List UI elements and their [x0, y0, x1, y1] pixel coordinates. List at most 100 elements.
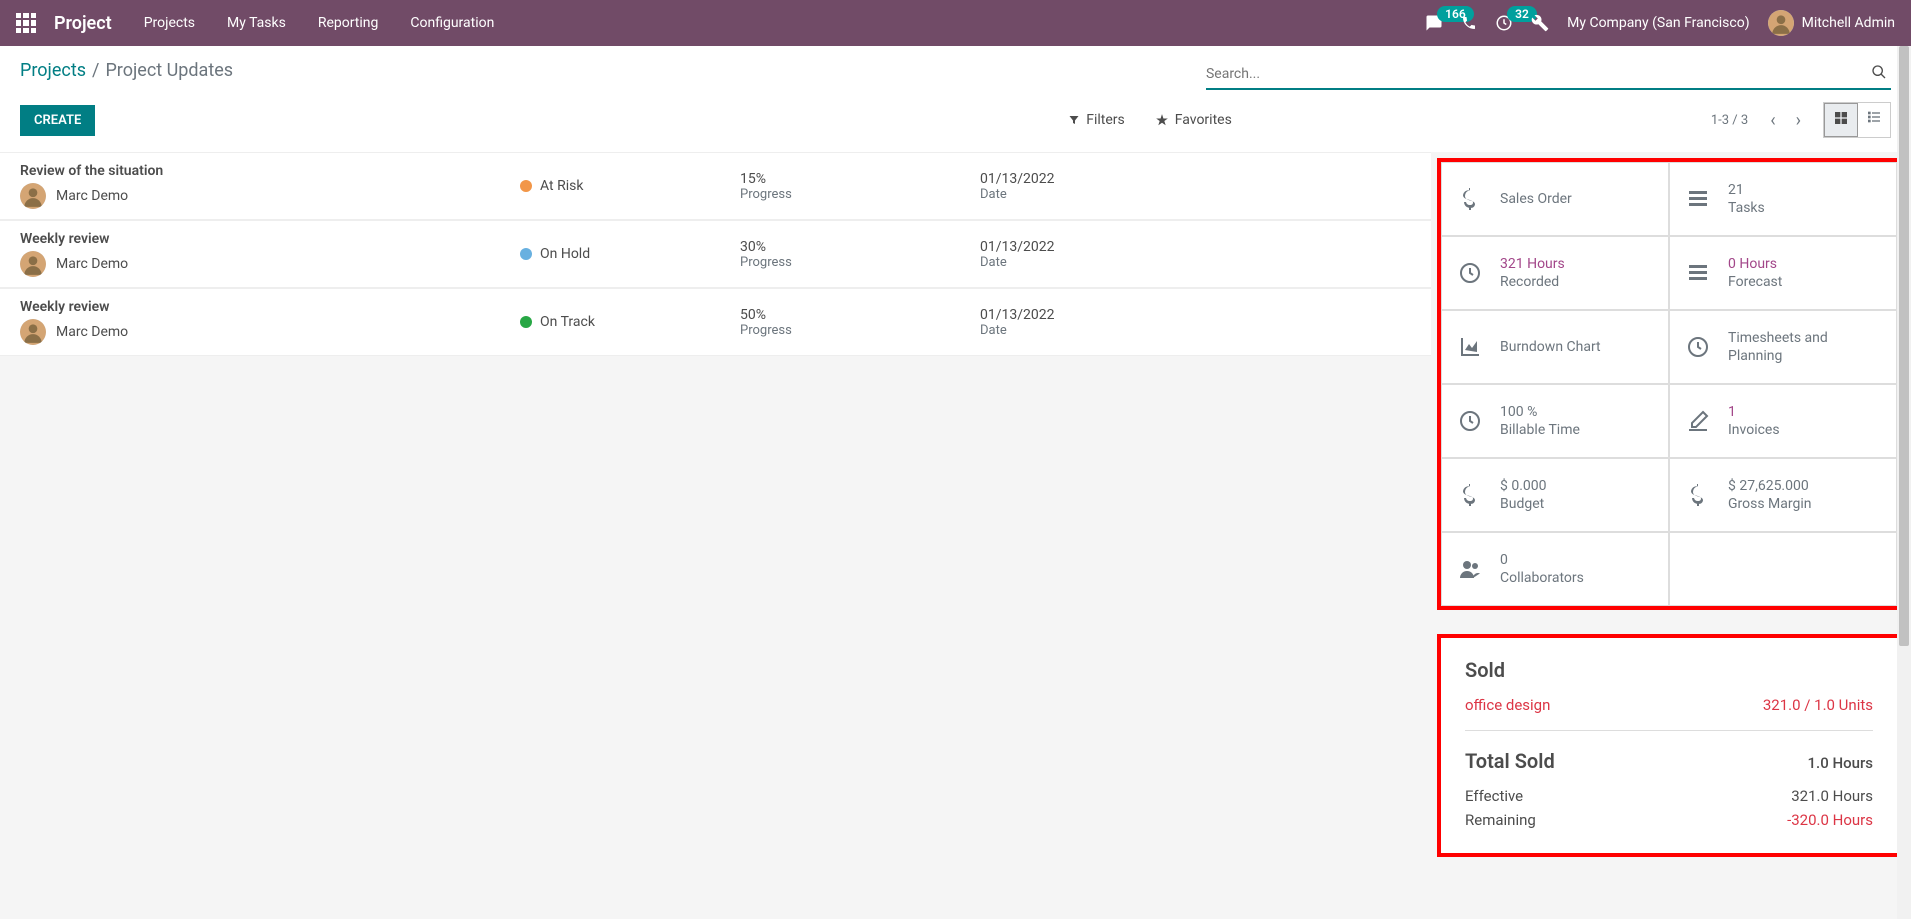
messages-icon[interactable]: 166	[1425, 14, 1443, 32]
menu-configuration[interactable]: Configuration	[410, 15, 494, 31]
stat-label: Billable Time	[1500, 421, 1580, 439]
activities-icon[interactable]: 32	[1495, 14, 1513, 32]
stat-invoices[interactable]: 1Invoices	[1669, 384, 1897, 458]
update-user: Marc Demo	[56, 324, 128, 340]
stat-empty	[1669, 532, 1897, 606]
app-brand[interactable]: Project	[54, 13, 112, 34]
update-user: Marc Demo	[56, 256, 128, 272]
sold-item-name: office design	[1465, 696, 1550, 714]
stat-forecast[interactable]: 0 HoursForecast	[1669, 236, 1897, 310]
user-name[interactable]: Mitchell Admin	[1802, 15, 1895, 31]
search-input[interactable]	[1206, 66, 1867, 82]
pager-prev[interactable]: ‹	[1764, 108, 1781, 133]
search-box	[1206, 60, 1891, 90]
star-icon	[1155, 113, 1169, 127]
project-stats-panel: Sales Order21Tasks321 HoursRecorded0 Hou…	[1437, 158, 1901, 610]
effective-value: 321.0 Hours	[1791, 787, 1873, 805]
breadcrumb: Projects / Project Updates	[20, 60, 233, 81]
update-title: Review of the situation	[20, 163, 520, 179]
status-dot	[520, 316, 532, 328]
pager-next[interactable]: ›	[1790, 108, 1807, 133]
pager-text: 1-3 / 3	[1711, 113, 1748, 128]
user-avatar-small	[20, 319, 46, 345]
progress-value: 30%	[740, 239, 980, 255]
user-avatar-small	[20, 251, 46, 277]
stat-tasks[interactable]: 21Tasks	[1669, 162, 1897, 236]
progress-label: Progress	[740, 323, 980, 338]
apps-icon[interactable]	[16, 13, 36, 33]
sold-panel: Sold office design 321.0 / 1.0 Units Tot…	[1437, 634, 1901, 857]
stat-budget[interactable]: $ 0.000Budget	[1441, 458, 1669, 532]
list-view-button[interactable]	[1858, 103, 1890, 137]
menu-reporting[interactable]: Reporting	[318, 15, 379, 31]
date-label: Date	[980, 255, 1411, 270]
progress-label: Progress	[740, 255, 980, 270]
stat-label: Burndown Chart	[1500, 338, 1601, 356]
filters-button[interactable]: Filters	[1068, 112, 1125, 128]
stat-sales-order[interactable]: Sales Order	[1441, 162, 1669, 236]
stat-value: 0	[1500, 551, 1584, 569]
total-sold-title: Total Sold	[1465, 749, 1555, 773]
date-label: Date	[980, 323, 1411, 338]
stat-label: Timesheets and Planning	[1728, 329, 1880, 365]
stat-timesheets-and-planning[interactable]: Timesheets and Planning	[1669, 310, 1897, 384]
control-bar: Projects / Project Updates	[0, 46, 1911, 90]
stat-billable-time[interactable]: 100 %Billable Time	[1441, 384, 1669, 458]
favorites-button[interactable]: Favorites	[1155, 112, 1232, 128]
stat-label: Tasks	[1728, 199, 1765, 217]
stat-label: Invoices	[1728, 421, 1780, 439]
stat-value: 1	[1728, 403, 1780, 421]
phone-icon[interactable]	[1461, 15, 1477, 31]
sold-item-value: 321.0 / 1.0 Units	[1763, 696, 1873, 714]
progress-label: Progress	[740, 187, 980, 202]
date-value: 01/13/2022	[980, 239, 1411, 255]
main-menu: Projects My Tasks Reporting Configuratio…	[144, 15, 495, 31]
stat-value: 100 %	[1500, 403, 1580, 421]
progress-value: 50%	[740, 307, 980, 323]
status-label: On Track	[540, 314, 595, 330]
filter-icon	[1068, 114, 1080, 126]
stat-label: Gross Margin	[1728, 495, 1812, 513]
effective-label: Effective	[1465, 787, 1523, 805]
stat-value: $ 27,625.000	[1728, 477, 1812, 495]
date-value: 01/13/2022	[980, 307, 1411, 323]
search-icon[interactable]	[1867, 64, 1891, 84]
update-title: Weekly review	[20, 231, 520, 247]
stat-label: Collaborators	[1500, 569, 1584, 587]
update-row[interactable]: Weekly review Marc Demo On Track 50% Pro…	[0, 288, 1431, 356]
stat-value: 21	[1728, 181, 1765, 199]
create-button[interactable]: CREATE	[20, 105, 95, 136]
date-value: 01/13/2022	[980, 171, 1411, 187]
date-label: Date	[980, 187, 1411, 202]
stat-value: 0 Hours	[1728, 255, 1782, 273]
updates-list: Review of the situation Marc Demo At Ris…	[0, 152, 1431, 356]
update-title: Weekly review	[20, 299, 520, 315]
stat-value: 321 Hours	[1500, 255, 1565, 273]
stat-label: Recorded	[1500, 273, 1565, 291]
user-avatar[interactable]	[1768, 10, 1794, 36]
stat-value: $ 0.000	[1500, 477, 1547, 495]
breadcrumb-root[interactable]: Projects	[20, 60, 86, 81]
remaining-label: Remaining	[1465, 811, 1536, 829]
remaining-value: -320.0 Hours	[1787, 811, 1873, 829]
stat-burndown-chart[interactable]: Burndown Chart	[1441, 310, 1669, 384]
update-user: Marc Demo	[56, 188, 128, 204]
update-row[interactable]: Weekly review Marc Demo On Hold 30% Prog…	[0, 220, 1431, 288]
user-avatar-small	[20, 183, 46, 209]
breadcrumb-sep: /	[92, 60, 99, 81]
kanban-view-button[interactable]	[1824, 103, 1858, 137]
total-sold-value: 1.0 Hours	[1808, 754, 1873, 772]
status-dot	[520, 180, 532, 192]
debug-icon[interactable]	[1531, 14, 1549, 32]
stat-gross-margin[interactable]: $ 27,625.000Gross Margin	[1669, 458, 1897, 532]
company-selector[interactable]: My Company (San Francisco)	[1567, 15, 1749, 31]
menu-my-tasks[interactable]: My Tasks	[227, 15, 286, 31]
stat-collaborators[interactable]: 0Collaborators	[1441, 532, 1669, 606]
stat-recorded[interactable]: 321 HoursRecorded	[1441, 236, 1669, 310]
update-row[interactable]: Review of the situation Marc Demo At Ris…	[0, 152, 1431, 220]
status-label: On Hold	[540, 246, 590, 262]
progress-value: 15%	[740, 171, 980, 187]
sold-title: Sold	[1465, 658, 1873, 682]
scrollbar[interactable]	[1897, 46, 1911, 919]
menu-projects[interactable]: Projects	[144, 15, 195, 31]
